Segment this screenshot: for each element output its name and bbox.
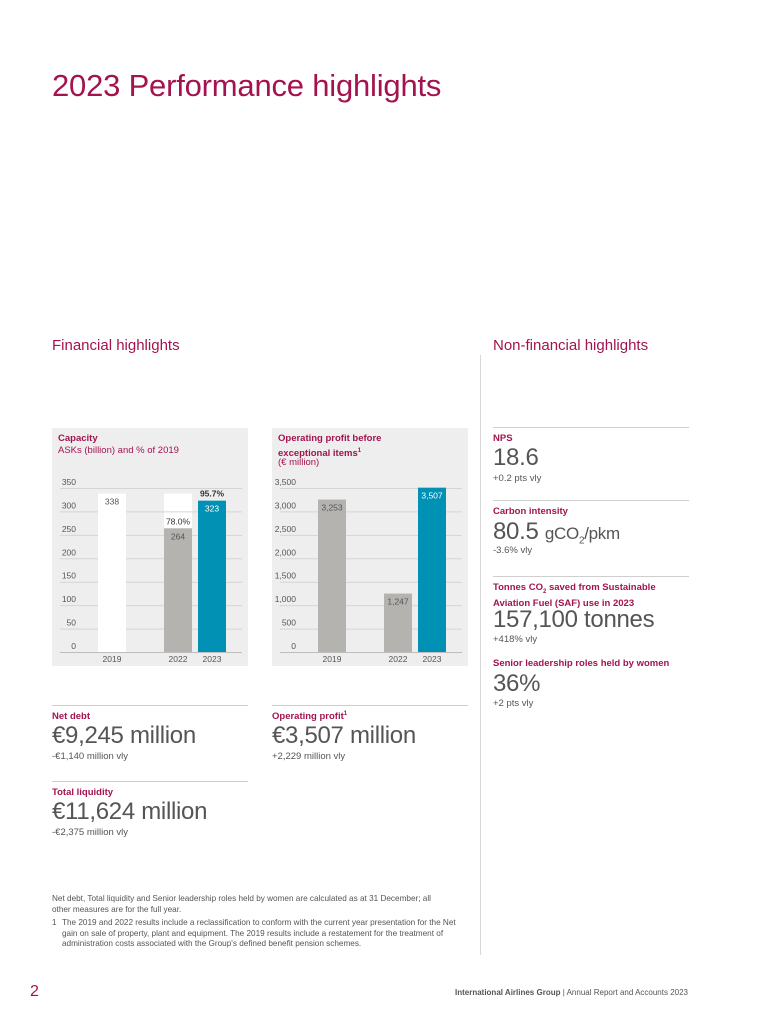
y-tick-label: 50 — [67, 618, 77, 628]
y-tick-label: 3,500 — [275, 477, 297, 487]
operating-profit-label: Operating profit1 — [272, 711, 348, 723]
bar-2023 — [418, 487, 446, 652]
bar-value-label: 323 — [205, 504, 219, 514]
y-tick-label: 350 — [62, 477, 76, 487]
total-liquidity-change: -€2,375 million vly — [52, 827, 129, 838]
operating-profit-chart: Operating profit before exceptional item… — [272, 428, 468, 666]
women-leadership-change: +2 pts vly — [493, 698, 534, 709]
y-tick-label: 0 — [291, 641, 296, 651]
capacity-chart: Capacity ASKs (billion) and % of 2019 0 5… — [52, 428, 248, 666]
y-tick-label: 2,500 — [275, 524, 297, 534]
operating-profit-chart-subtitle: (€ million) — [278, 457, 320, 468]
metric-divider — [52, 781, 248, 782]
bar-value-label: 338 — [105, 497, 119, 507]
bar-percent-label: 95.7% — [200, 489, 225, 499]
total-liquidity-value: €11,624 million — [52, 798, 208, 825]
net-debt-value: €9,245 million — [52, 722, 196, 749]
bar-2019 — [98, 493, 126, 652]
non-financial-highlights-heading: Non-financial highlights — [493, 337, 649, 354]
carbon-intensity-change: -3.6% vly — [493, 545, 533, 556]
y-tick-label: 500 — [282, 618, 296, 628]
saf-change: +418% vly — [493, 634, 538, 645]
women-leadership-value: 36% — [493, 670, 541, 697]
carbon-intensity-unit: gCO2/pkm — [544, 524, 620, 547]
y-tick-label: 300 — [62, 500, 76, 510]
y-tick-label: 2,000 — [275, 547, 297, 557]
operating-profit-value: €3,507 million — [272, 722, 416, 749]
carbon-intensity-label: Carbon intensity — [493, 506, 568, 517]
general-note: Net debt, Total liquidity and Senior lea… — [52, 894, 431, 914]
y-tick-label: 200 — [62, 547, 76, 557]
net-debt-change: -€1,140 million vly — [52, 751, 129, 762]
bar-value-label: 264 — [171, 531, 185, 541]
footnote-number: 1 — [52, 918, 57, 927]
bar-value-label: 1,247 — [387, 597, 409, 607]
bar-value-label: 3,253 — [321, 503, 343, 513]
nps-change: +0.2 pts vly — [493, 473, 542, 484]
y-tick-label: 100 — [62, 594, 76, 604]
footer-separator: | — [562, 988, 565, 997]
saf-value: 157,100 tonnes — [493, 606, 655, 633]
footnote-text: The 2019 and 2022 results include a recl… — [62, 918, 456, 948]
y-tick-label: 250 — [62, 524, 76, 534]
metric-divider — [493, 500, 689, 501]
net-debt-label: Net debt — [52, 711, 90, 722]
y-tick-label: 1,000 — [275, 594, 297, 604]
y-tick-label: 1,500 — [275, 571, 297, 581]
x-tick-label: 2022 — [169, 654, 188, 664]
capacity-chart-title: Capacity — [58, 433, 98, 444]
metric-divider — [52, 705, 248, 706]
page-number: 2 — [30, 983, 39, 1000]
nps-label: NPS — [493, 433, 513, 444]
carbon-intensity-value: 80.5 gCO2/pkm — [493, 518, 620, 547]
footer-text: International Airlines Group | Annual Re… — [455, 988, 688, 997]
operating-profit-chart-title: Operating profit before exceptional item… — [278, 433, 382, 460]
page-title: 2023 Performance highlights — [52, 68, 442, 103]
x-tick-label: 2022 — [389, 654, 408, 664]
footer-company: International Airlines Group — [454, 988, 561, 997]
y-tick-label: 3,000 — [275, 500, 297, 510]
capacity-chart-plot: 0 50 100 150 200 250 300 350 2019 338 2022 264 78.0%… — [60, 477, 242, 664]
y-tick-label: 0 — [71, 641, 76, 651]
bar-value-label: 3,507 — [421, 491, 443, 501]
operating-profit-chart-plot: 0 500 1,000 1,500 2,000 2,500 3,000 3,500 2019 3,… — [275, 477, 462, 664]
x-tick-label: 2023 — [423, 654, 442, 664]
footer-report: Annual Report and Accounts 2023 — [566, 988, 688, 997]
metric-divider — [493, 427, 689, 428]
bar-2022 — [164, 528, 192, 652]
column-divider — [480, 355, 481, 955]
y-tick-label: 150 — [62, 571, 76, 581]
capacity-chart-subtitle: ASKs (billion) and % of 2019 — [58, 445, 179, 456]
saf-label: Tonnes CO2 saved from Sustainable Aviati… — [493, 582, 656, 609]
total-liquidity-label: Total liquidity — [52, 787, 114, 798]
bar-2022 — [384, 593, 412, 652]
bar-percent-label: 78.0% — [166, 516, 191, 526]
financial-highlights-heading: Financial highlights — [52, 337, 180, 354]
metric-divider — [493, 576, 689, 577]
women-leadership-label: Senior leadership roles held by women — [493, 658, 670, 669]
x-tick-label: 2023 — [203, 654, 222, 664]
metric-divider — [272, 705, 468, 706]
bar-2019 — [318, 499, 346, 652]
bar-2022-baseline — [164, 493, 192, 529]
x-tick-label: 2019 — [323, 654, 342, 664]
x-tick-label: 2019 — [103, 654, 122, 664]
bar-2023 — [198, 500, 226, 652]
operating-profit-change: +2,229 million vly — [272, 751, 346, 762]
nps-value: 18.6 — [493, 444, 539, 471]
